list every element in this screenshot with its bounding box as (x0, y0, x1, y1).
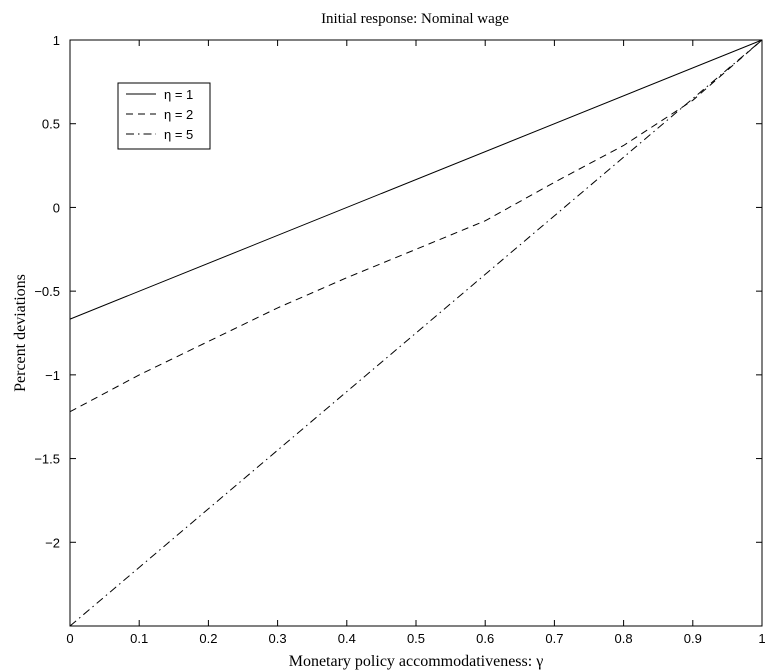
y-tick-label: 0.5 (42, 117, 60, 132)
y-tick-label: −2 (45, 535, 60, 550)
x-tick-label: 0.4 (338, 631, 356, 646)
x-tick-label: 0.7 (545, 631, 563, 646)
legend: η = 1 η = 2 η = 5 (117, 82, 211, 150)
y-axis-label: Percent deviations (12, 274, 29, 392)
series-line-1 (69, 39, 763, 320)
y-tick-label: −0.5 (34, 284, 60, 299)
x-tick-label: 1 (758, 631, 765, 646)
x-tick-label: 0 (66, 631, 73, 646)
chart-title: Initial response: Nominal wage (321, 11, 509, 27)
x-axis-label: Monetary policy accommodativeness: γ (289, 653, 544, 670)
series-line-2 (69, 39, 763, 413)
y-tick-label: 0 (53, 200, 60, 215)
x-tick-label: 0.1 (130, 631, 148, 646)
legend-label-3: η = 5 (164, 127, 193, 142)
x-tick-label: 0.6 (476, 631, 494, 646)
x-tick-label: 0.2 (199, 631, 217, 646)
axis-ticks: 0 0.1 0.2 0.3 0.4 0.5 0.6 0.7 0.8 0.9 1 −2 −1.5 −1 −0.… (34, 33, 765, 646)
legend-label-1: η = 1 (164, 87, 193, 102)
y-tick-label: −1.5 (34, 452, 60, 467)
x-tick-label: 0.5 (407, 631, 425, 646)
x-tick-label: 0.8 (615, 631, 633, 646)
y-tick-label: −1 (45, 368, 60, 383)
series-layer (69, 39, 763, 627)
x-tick-label: 0.3 (269, 631, 287, 646)
x-tick-label: 0.9 (684, 631, 702, 646)
series-line-3 (69, 39, 763, 627)
y-tick-label: 1 (53, 33, 60, 48)
legend-label-2: η = 2 (164, 107, 193, 122)
